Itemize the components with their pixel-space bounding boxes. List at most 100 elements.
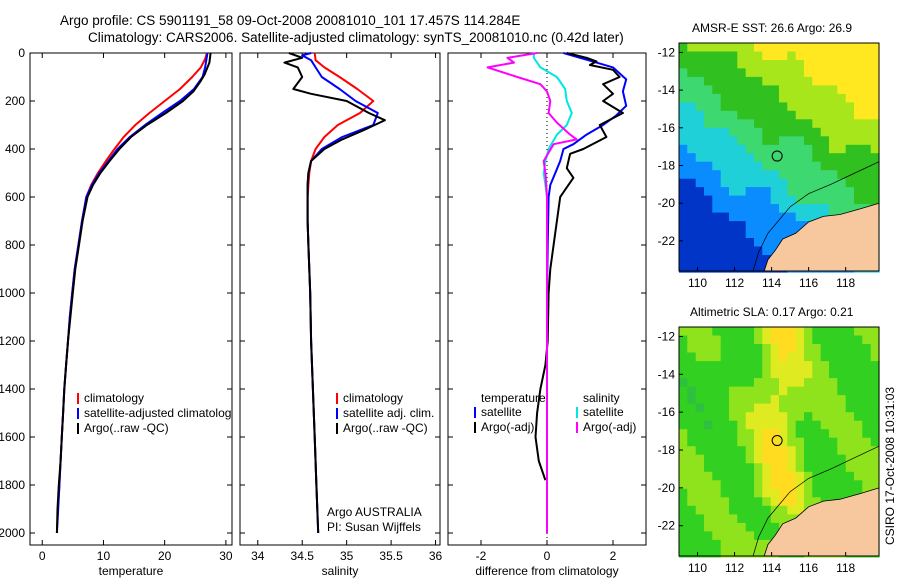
- map-cell: [770, 144, 780, 154]
- map-cell: [854, 446, 863, 456]
- map-cell: [779, 60, 788, 70]
- map-cell: [812, 352, 822, 362]
- map-cell: [729, 497, 738, 507]
- x-tick-label: 35.5: [379, 549, 403, 563]
- map-cell: [870, 327, 880, 337]
- map-cell: [695, 153, 705, 163]
- map-cell: [795, 178, 805, 188]
- map-cell: [687, 212, 697, 222]
- map-cell: [704, 463, 713, 473]
- map-cell: [745, 263, 755, 273]
- map-cell: [704, 229, 713, 239]
- map-cell: [770, 51, 780, 61]
- map-cell: [779, 93, 788, 103]
- x-tick-label: 112: [725, 276, 744, 290]
- map-cell: [687, 352, 697, 362]
- map-cell: [729, 403, 738, 413]
- map-cell: [745, 522, 755, 532]
- map-cell: [829, 51, 838, 61]
- map-cell: [829, 136, 838, 146]
- map-cell: [704, 471, 713, 481]
- map-cell: [804, 463, 813, 473]
- map-cell: [745, 497, 755, 507]
- map-cell: [754, 420, 763, 430]
- y-tick-label: 0: [18, 46, 25, 60]
- map-cell: [704, 68, 713, 78]
- x-tick-label: 114: [762, 276, 781, 290]
- y-tick-label: 400: [5, 142, 25, 156]
- map-cell: [829, 204, 838, 214]
- map-cell: [737, 335, 747, 345]
- map-cell: [737, 369, 747, 379]
- map-cell: [729, 221, 738, 231]
- map-cell: [862, 76, 872, 86]
- map-cell: [745, 60, 755, 70]
- map-cell: [845, 60, 855, 70]
- map-cell: [712, 514, 722, 524]
- map-cell: [770, 136, 780, 146]
- map-cell: [720, 463, 730, 473]
- map-cell: [787, 161, 797, 171]
- map-cell: [837, 327, 847, 337]
- map-cell: [804, 51, 813, 61]
- map-cell: [687, 85, 697, 95]
- map-cell: [787, 437, 797, 447]
- map-cell: [854, 454, 863, 464]
- panel-salinity: 34 34.5 35 35.5 36 salinity: [239, 52, 443, 578]
- map-cell: [870, 144, 880, 154]
- map-cell: [754, 327, 763, 337]
- map-cell: [837, 412, 847, 422]
- map-cell: [829, 327, 838, 337]
- map-cell: [787, 170, 797, 180]
- map-cell: [762, 85, 772, 95]
- map-cell: [737, 463, 747, 473]
- map-cell: [695, 522, 705, 532]
- map-cell: [795, 454, 805, 464]
- map-cell: [695, 352, 705, 362]
- map-color-field: [679, 43, 880, 273]
- map-cell: [829, 153, 838, 163]
- x-tick-label: -2: [476, 549, 487, 563]
- map-cell: [770, 76, 780, 86]
- map-cell: [745, 161, 755, 171]
- map-cell: [679, 446, 688, 456]
- map-cell: [695, 246, 705, 256]
- map-cell: [720, 335, 730, 345]
- map-cell: [687, 454, 697, 464]
- map-cell: [870, 395, 880, 405]
- map-cell: [737, 187, 747, 197]
- map-cell: [804, 352, 813, 362]
- map-cell: [762, 238, 772, 248]
- map-cell: [804, 429, 813, 439]
- map-cell: [837, 144, 847, 154]
- map-cell: [837, 170, 847, 180]
- panel-temperature: 0 200 400 600 800 1000 1200 1400 1600 1800 2000 0 10…: [0, 46, 233, 578]
- map-cell: [687, 327, 697, 337]
- map-cell: [762, 429, 772, 439]
- map-cell: [862, 463, 872, 473]
- map-cell: [795, 420, 805, 430]
- map-cell: [854, 471, 863, 481]
- map-cell: [679, 395, 688, 405]
- map-cell: [745, 471, 755, 481]
- map-cell: [712, 488, 722, 498]
- map-cell: [829, 195, 838, 205]
- map-cell: [779, 204, 788, 214]
- map-cell: [712, 386, 722, 396]
- map-cell: [754, 352, 763, 362]
- map-cell: [695, 531, 705, 541]
- map-cell: [837, 76, 847, 86]
- map-cell: [762, 93, 772, 103]
- map-cell: [837, 195, 847, 205]
- map-cell: [779, 420, 788, 430]
- map-cell: [770, 212, 780, 222]
- map-cell: [687, 386, 697, 396]
- map-cell: [862, 437, 872, 447]
- map-cell: [762, 229, 772, 239]
- map-cell: [687, 255, 697, 265]
- map-cell: [770, 463, 780, 473]
- map-cell: [704, 522, 713, 532]
- map-cell: [770, 446, 780, 456]
- map-cell: [679, 471, 688, 481]
- map-cell: [754, 187, 763, 197]
